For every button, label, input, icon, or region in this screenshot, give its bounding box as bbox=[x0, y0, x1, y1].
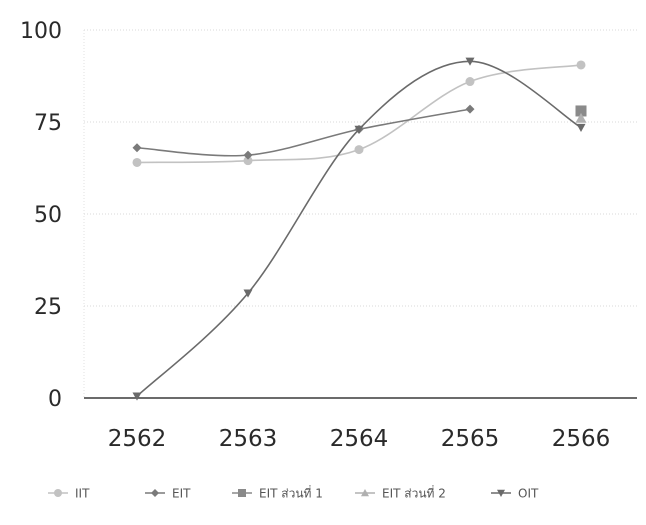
data-point bbox=[354, 145, 364, 155]
data-point bbox=[354, 125, 364, 134]
y-tick-label: 0 bbox=[48, 387, 62, 412]
x-tick-label: 2566 bbox=[552, 426, 611, 452]
data-point bbox=[243, 156, 253, 166]
data-point bbox=[575, 105, 587, 117]
legend-swatch-marker bbox=[361, 489, 369, 497]
data-point bbox=[465, 57, 475, 66]
data-point bbox=[243, 150, 253, 160]
data-point bbox=[132, 157, 142, 167]
series-iit bbox=[132, 60, 586, 167]
series-line bbox=[136, 60, 582, 397]
series-eit-ส่วนที่-2 bbox=[575, 112, 587, 123]
legend-swatch-marker bbox=[151, 489, 159, 497]
legend-swatch-marker bbox=[54, 489, 62, 497]
legend-item: OIT bbox=[491, 487, 539, 501]
y-tick-label: 75 bbox=[34, 111, 62, 136]
data-point bbox=[132, 143, 142, 153]
series-eit-ส่วนที่-1 bbox=[575, 105, 587, 117]
x-tick-label: 2564 bbox=[330, 426, 389, 452]
legend-swatch-marker bbox=[238, 489, 246, 497]
legend-item: EIT bbox=[145, 487, 191, 501]
series-eit bbox=[132, 104, 475, 160]
data-point bbox=[465, 104, 475, 114]
x-tick-label: 2562 bbox=[108, 426, 167, 452]
data-point bbox=[465, 77, 475, 87]
legend-label: OIT bbox=[518, 487, 539, 501]
legend-label: EIT bbox=[172, 487, 191, 501]
y-tick-label: 100 bbox=[20, 19, 62, 44]
data-point bbox=[576, 123, 586, 133]
data-point bbox=[576, 60, 586, 70]
data-point bbox=[575, 112, 587, 123]
data-point bbox=[243, 289, 253, 298]
y-tick-label: 25 bbox=[34, 295, 62, 320]
series-oit bbox=[132, 57, 586, 401]
legend-label: IIT bbox=[75, 487, 90, 501]
x-tick-label: 2565 bbox=[441, 426, 500, 452]
legend-item: IIT bbox=[48, 487, 90, 501]
legend-item: EIT ส่วนที่ 1 bbox=[232, 485, 323, 501]
x-tick-label: 2563 bbox=[219, 426, 278, 452]
legend-label: EIT ส่วนที่ 1 bbox=[259, 485, 323, 501]
series-line bbox=[136, 108, 471, 157]
data-point bbox=[132, 392, 142, 401]
legend-swatch-marker bbox=[497, 489, 505, 497]
legend-label: EIT ส่วนที่ 2 bbox=[382, 485, 446, 501]
legend-item: EIT ส่วนที่ 2 bbox=[355, 485, 446, 501]
y-tick-label: 50 bbox=[34, 203, 62, 228]
